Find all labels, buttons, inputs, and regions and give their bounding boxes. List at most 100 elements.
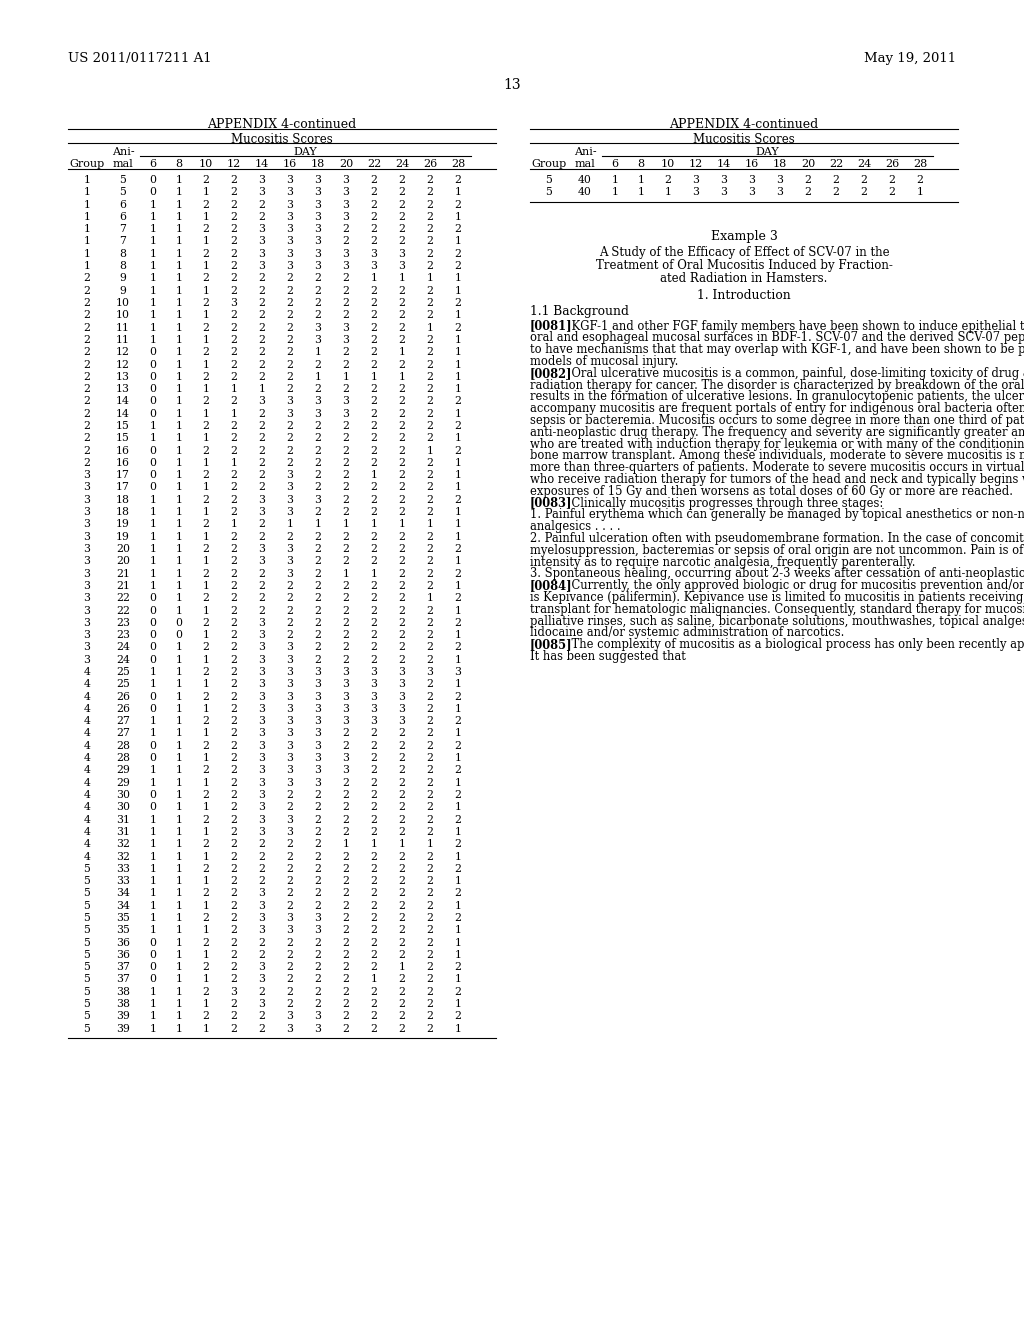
Text: 10: 10 xyxy=(660,158,675,169)
Text: 2: 2 xyxy=(230,248,238,259)
Text: 3: 3 xyxy=(287,248,294,259)
Text: 1: 1 xyxy=(150,544,157,554)
Text: 0: 0 xyxy=(150,458,157,467)
Text: 10: 10 xyxy=(116,298,130,308)
Text: 2: 2 xyxy=(230,643,238,652)
Text: mal: mal xyxy=(113,158,133,169)
Text: APPENDIX 4-continued: APPENDIX 4-continued xyxy=(670,117,818,131)
Text: 2: 2 xyxy=(230,1011,238,1022)
Text: 2: 2 xyxy=(258,593,265,603)
Text: 2: 2 xyxy=(203,937,210,948)
Text: 1: 1 xyxy=(203,261,210,271)
Text: 2: 2 xyxy=(398,900,406,911)
Text: 1: 1 xyxy=(203,532,210,541)
Text: 2: 2 xyxy=(230,322,238,333)
Text: 38: 38 xyxy=(116,999,130,1008)
Text: 0: 0 xyxy=(150,470,157,480)
Text: 3: 3 xyxy=(314,176,322,185)
Text: 28: 28 xyxy=(116,741,130,751)
Text: 1: 1 xyxy=(203,556,210,566)
Text: 1: 1 xyxy=(371,569,378,578)
Text: 1: 1 xyxy=(371,273,378,284)
Text: 2: 2 xyxy=(230,556,238,566)
Text: 2: 2 xyxy=(398,421,406,432)
Text: 3: 3 xyxy=(287,507,294,517)
Text: 5: 5 xyxy=(84,925,90,936)
Text: 2: 2 xyxy=(314,962,322,973)
Text: 2: 2 xyxy=(287,999,294,1008)
Text: 2: 2 xyxy=(398,925,406,936)
Text: 3: 3 xyxy=(371,667,378,677)
Text: ated Radiation in Hamsters.: ated Radiation in Hamsters. xyxy=(660,272,827,285)
Text: 2: 2 xyxy=(230,766,238,775)
Text: 2: 2 xyxy=(230,851,238,862)
Text: 1: 1 xyxy=(175,569,182,578)
Text: 2: 2 xyxy=(258,532,265,541)
Text: 2: 2 xyxy=(427,630,433,640)
Text: 1: 1 xyxy=(455,507,462,517)
Text: 2: 2 xyxy=(230,187,238,197)
Text: 12: 12 xyxy=(689,158,703,169)
Text: 2: 2 xyxy=(287,937,294,948)
Text: 2: 2 xyxy=(427,789,433,800)
Text: 1: 1 xyxy=(398,840,406,849)
Text: 2: 2 xyxy=(258,199,265,210)
Text: 1: 1 xyxy=(342,840,349,849)
Text: 10: 10 xyxy=(116,310,130,321)
Text: 3: 3 xyxy=(258,643,265,652)
Text: 2: 2 xyxy=(665,176,672,185)
Text: 2: 2 xyxy=(371,643,378,652)
Text: 2: 2 xyxy=(314,483,322,492)
Text: 2: 2 xyxy=(203,470,210,480)
Text: 1: 1 xyxy=(371,974,378,985)
Text: 2: 2 xyxy=(287,888,294,899)
Text: 2: 2 xyxy=(427,962,433,973)
Text: 2: 2 xyxy=(287,618,294,628)
Text: 1: 1 xyxy=(287,519,294,529)
Text: 2: 2 xyxy=(833,176,840,185)
Text: 6: 6 xyxy=(120,213,127,222)
Text: 2: 2 xyxy=(203,224,210,234)
Text: lidocaine and/or systemic administration of narcotics.: lidocaine and/or systemic administration… xyxy=(530,627,845,639)
Text: 2: 2 xyxy=(427,900,433,911)
Text: 2: 2 xyxy=(230,310,238,321)
Text: 1: 1 xyxy=(314,347,322,358)
Text: 2: 2 xyxy=(84,347,90,358)
Text: myelosuppression, bacteremias or sepsis of oral origin are not uncommon. Pain is: myelosuppression, bacteremias or sepsis … xyxy=(530,544,1024,557)
Text: 2: 2 xyxy=(371,236,378,247)
Text: 1: 1 xyxy=(175,643,182,652)
Text: 3: 3 xyxy=(287,409,294,418)
Text: APPENDIX 4-continued: APPENDIX 4-continued xyxy=(208,117,356,131)
Text: 2: 2 xyxy=(314,581,322,591)
Text: 2: 2 xyxy=(258,347,265,358)
Text: [0085]: [0085] xyxy=(530,638,572,651)
Text: 2: 2 xyxy=(258,298,265,308)
Text: 2: 2 xyxy=(342,556,349,566)
Text: 3: 3 xyxy=(84,581,90,591)
Text: 3: 3 xyxy=(258,544,265,554)
Text: 2: 2 xyxy=(889,187,896,197)
Text: Ani-: Ani- xyxy=(112,147,134,157)
Text: 1: 1 xyxy=(84,213,90,222)
Text: 1: 1 xyxy=(203,777,210,788)
Text: 1: 1 xyxy=(455,704,462,714)
Text: anti-neoplastic drug therapy. The frequency and severity are significantly great: anti-neoplastic drug therapy. The freque… xyxy=(530,426,1024,438)
Text: 2: 2 xyxy=(203,863,210,874)
Text: 3: 3 xyxy=(314,729,322,738)
Text: 2: 2 xyxy=(427,335,433,345)
Text: 2: 2 xyxy=(287,876,294,886)
Text: 2: 2 xyxy=(84,298,90,308)
Text: 2: 2 xyxy=(258,519,265,529)
Text: Group: Group xyxy=(531,158,566,169)
Text: [0081]: [0081] xyxy=(530,319,572,333)
Text: 3: 3 xyxy=(258,925,265,936)
Text: 13: 13 xyxy=(116,384,130,395)
Text: 2: 2 xyxy=(203,692,210,702)
Text: 2: 2 xyxy=(371,606,378,615)
Text: 4: 4 xyxy=(84,754,90,763)
Text: 3: 3 xyxy=(371,261,378,271)
Text: 2: 2 xyxy=(230,974,238,985)
Text: 2: 2 xyxy=(314,470,322,480)
Text: 2: 2 xyxy=(398,396,406,407)
Text: 2: 2 xyxy=(314,544,322,554)
